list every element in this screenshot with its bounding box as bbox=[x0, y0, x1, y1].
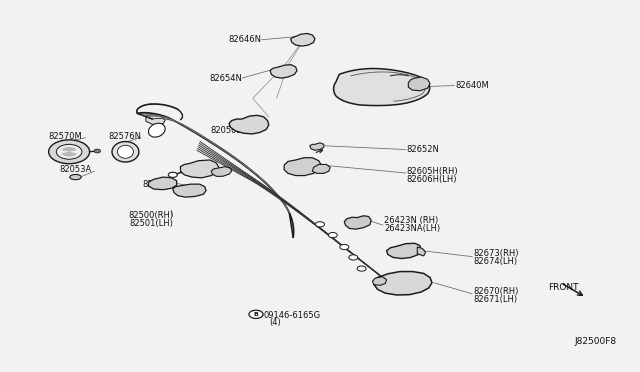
Text: 82050D: 82050D bbox=[142, 180, 175, 189]
Wedge shape bbox=[61, 152, 77, 157]
Polygon shape bbox=[408, 77, 430, 91]
Circle shape bbox=[357, 266, 366, 271]
Circle shape bbox=[349, 255, 358, 260]
Text: 82670(RH): 82670(RH) bbox=[474, 287, 519, 296]
Polygon shape bbox=[312, 164, 330, 173]
Text: 82674(LH): 82674(LH) bbox=[474, 257, 518, 266]
Text: 82673(RH): 82673(RH) bbox=[474, 249, 519, 258]
Circle shape bbox=[249, 310, 263, 318]
Polygon shape bbox=[180, 160, 219, 178]
Circle shape bbox=[316, 222, 324, 227]
Circle shape bbox=[328, 232, 337, 238]
Polygon shape bbox=[284, 158, 321, 176]
Text: 82053A: 82053A bbox=[60, 165, 92, 174]
Polygon shape bbox=[372, 277, 387, 285]
Polygon shape bbox=[333, 68, 429, 106]
Text: 09146-6165G: 09146-6165G bbox=[264, 311, 321, 320]
Ellipse shape bbox=[148, 123, 165, 137]
Text: 82671(LH): 82671(LH) bbox=[474, 295, 518, 304]
Text: 82605H(RH): 82605H(RH) bbox=[406, 167, 458, 176]
Text: B: B bbox=[253, 312, 259, 317]
Text: 82500(RH): 82500(RH) bbox=[129, 211, 173, 219]
Text: (4): (4) bbox=[269, 318, 281, 327]
Text: 82501(LH): 82501(LH) bbox=[129, 219, 173, 228]
Text: 82576N: 82576N bbox=[108, 132, 141, 141]
Text: 82646N: 82646N bbox=[228, 35, 261, 44]
Text: 26423N (RH): 26423N (RH) bbox=[384, 216, 438, 225]
Circle shape bbox=[56, 144, 82, 159]
Ellipse shape bbox=[112, 142, 139, 162]
Text: 82652N: 82652N bbox=[406, 145, 439, 154]
Circle shape bbox=[168, 172, 177, 177]
Text: 82640M: 82640M bbox=[456, 81, 490, 90]
Ellipse shape bbox=[118, 145, 134, 158]
Polygon shape bbox=[387, 243, 421, 259]
Text: 82570M: 82570M bbox=[49, 132, 82, 141]
Text: 82606H(LH): 82606H(LH) bbox=[406, 175, 457, 184]
Polygon shape bbox=[146, 115, 165, 125]
Polygon shape bbox=[211, 167, 232, 176]
Text: 26423NA(LH): 26423NA(LH) bbox=[384, 224, 440, 233]
Polygon shape bbox=[229, 115, 269, 134]
Polygon shape bbox=[291, 33, 315, 46]
Wedge shape bbox=[61, 147, 77, 152]
Circle shape bbox=[340, 244, 349, 250]
Circle shape bbox=[94, 149, 100, 153]
Polygon shape bbox=[417, 247, 426, 256]
Polygon shape bbox=[374, 272, 432, 295]
Text: FRONT: FRONT bbox=[548, 283, 579, 292]
Polygon shape bbox=[344, 216, 371, 229]
Polygon shape bbox=[310, 143, 324, 150]
Text: J82500F8: J82500F8 bbox=[574, 337, 616, 346]
Circle shape bbox=[49, 140, 90, 164]
Text: 82654N: 82654N bbox=[209, 74, 242, 83]
Text: 82050E: 82050E bbox=[211, 126, 242, 135]
Polygon shape bbox=[148, 177, 177, 190]
Polygon shape bbox=[270, 65, 297, 78]
Polygon shape bbox=[173, 184, 206, 197]
Ellipse shape bbox=[70, 174, 81, 180]
